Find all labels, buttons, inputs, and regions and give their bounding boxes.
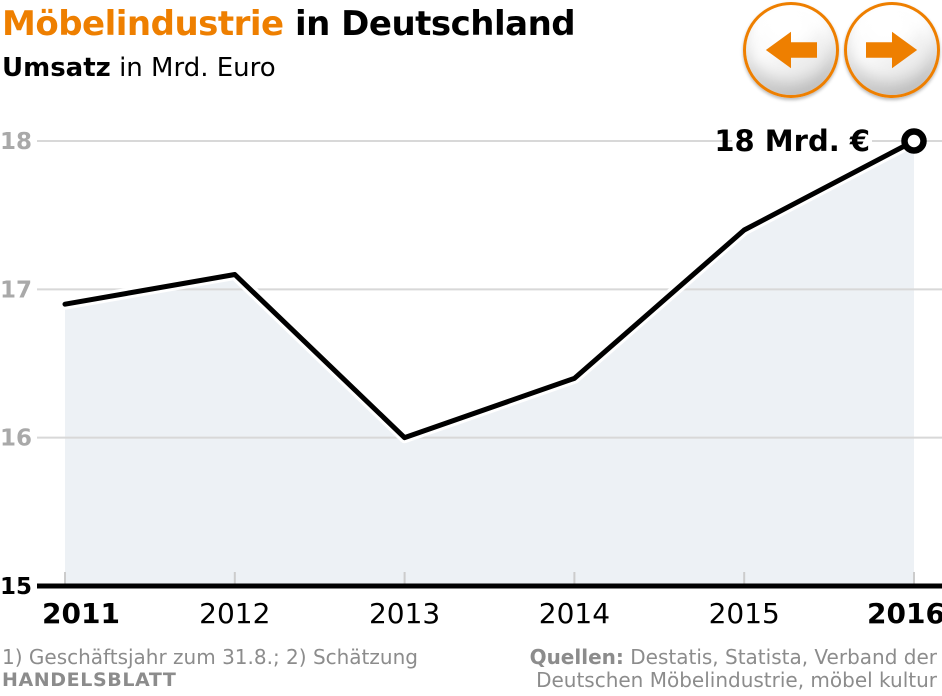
chart-title-rest: in Deutschland bbox=[294, 4, 576, 44]
x-axis-label-2016: 2016 bbox=[867, 597, 942, 630]
area-fill bbox=[65, 141, 914, 586]
arrow-right-icon bbox=[866, 31, 918, 69]
chart-title-accent: Möbelindustrie bbox=[2, 4, 284, 44]
next-chart-button[interactable] bbox=[844, 2, 940, 98]
footer-left: 1) Geschäftsjahr zum 31.8.; 2) Schätzung… bbox=[2, 646, 418, 692]
sources-line-2: Deutschen Möbelindustrie, möbel kultur bbox=[536, 668, 937, 692]
data-point-marker bbox=[901, 128, 927, 154]
y-axis-label-15: 15 bbox=[0, 574, 32, 600]
annotation-label: 18 Mrd. € bbox=[714, 124, 870, 158]
y-axis-label-18: 18 bbox=[0, 129, 32, 155]
chart-subtitle-unit: in Mrd. Euro bbox=[119, 53, 276, 83]
chart-subtitle-measure: Umsatz bbox=[2, 53, 111, 83]
brand-logo: HANDELSBLATT bbox=[2, 669, 177, 691]
arrow-left-icon bbox=[765, 31, 817, 69]
x-axis-label-2014: 2014 bbox=[539, 597, 610, 630]
x-axis-label-2015: 2015 bbox=[709, 597, 780, 630]
x-axis-label-2011: 2011 bbox=[42, 597, 120, 630]
sources-label: Quellen: bbox=[529, 645, 624, 669]
y-axis-label-17: 17 bbox=[0, 277, 32, 303]
footnote: 1) Geschäftsjahr zum 31.8.; 2) Schätzung bbox=[2, 645, 418, 669]
prev-chart-button[interactable] bbox=[743, 2, 839, 98]
annotation-backing bbox=[732, 124, 872, 158]
chart-subtitle: Umsatz in Mrd. Euro bbox=[2, 53, 276, 83]
data-line bbox=[62, 138, 917, 441]
chart-title: Möbelindustrie in Deutschland bbox=[2, 4, 576, 44]
y-axis-label-16: 16 bbox=[0, 426, 32, 452]
sources-line-1: Quellen: Destatis, Statista, Verband der bbox=[529, 645, 937, 669]
sources: Quellen: Destatis, Statista, Verband der… bbox=[530, 646, 937, 692]
x-axis-label-2013: 2013 bbox=[369, 597, 440, 630]
x-axis-label-2012: 2012 bbox=[199, 597, 270, 630]
